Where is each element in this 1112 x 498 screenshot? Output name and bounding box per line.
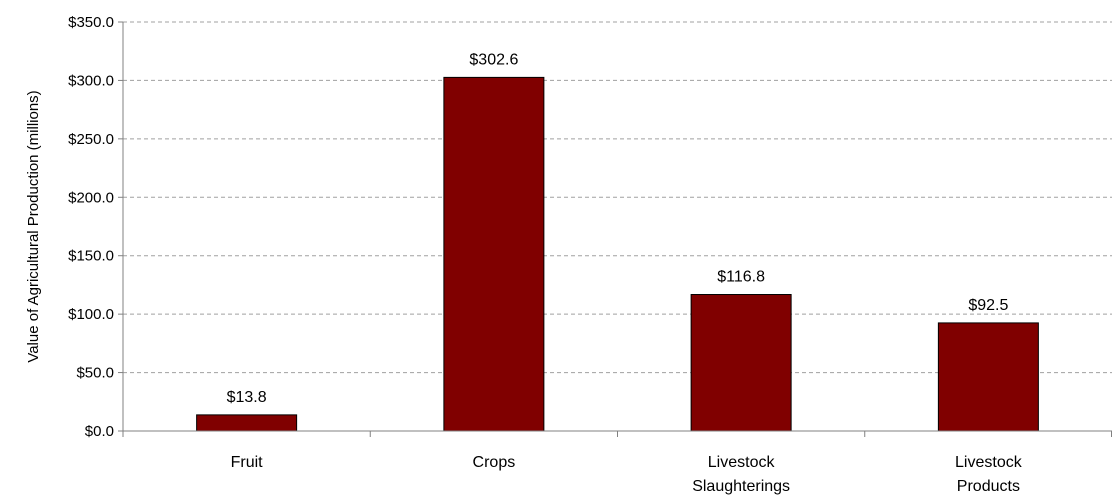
y-tick-label: $100.0: [68, 306, 114, 323]
data-label: $302.6: [469, 51, 518, 68]
bar: [690, 294, 792, 432]
x-tick-label: Crops: [473, 454, 516, 471]
data-labels: $13.8 $302.6 $116.8 $92.5: [227, 51, 1009, 405]
data-label: $13.8: [227, 389, 267, 406]
bar: [196, 414, 298, 432]
gridlines: [123, 21, 1112, 374]
axes: [118, 21, 1112, 437]
bar: [443, 76, 545, 432]
data-label: $116.8: [717, 269, 765, 286]
x-tick-label: Livestock Products: [955, 454, 1023, 495]
y-axis-title: Value of Agricultural Production (millio…: [25, 90, 42, 362]
bars: [196, 76, 1039, 432]
x-tick-label: Fruit: [231, 454, 264, 471]
y-tick-label: $300.0: [68, 72, 114, 89]
y-tick-label: $250.0: [68, 131, 114, 148]
x-tick-label: Livestock Slaughterings: [692, 454, 790, 495]
x-tick-labels: Fruit Crops Livestock Slaughterings Livestoc…: [231, 454, 1023, 495]
y-tick-label: $0.0: [85, 423, 114, 440]
y-tick-labels: $0.0 $50.0 $100.0 $150.0 $200.0 $250.0 $300.0 $…: [68, 14, 114, 440]
y-tick-label: $350.0: [68, 14, 114, 31]
y-tick-label: $150.0: [68, 248, 114, 265]
bar: [937, 322, 1039, 432]
y-tick-label: $50.0: [76, 365, 114, 382]
y-tick-label: $200.0: [68, 189, 114, 206]
data-label: $92.5: [968, 297, 1008, 314]
